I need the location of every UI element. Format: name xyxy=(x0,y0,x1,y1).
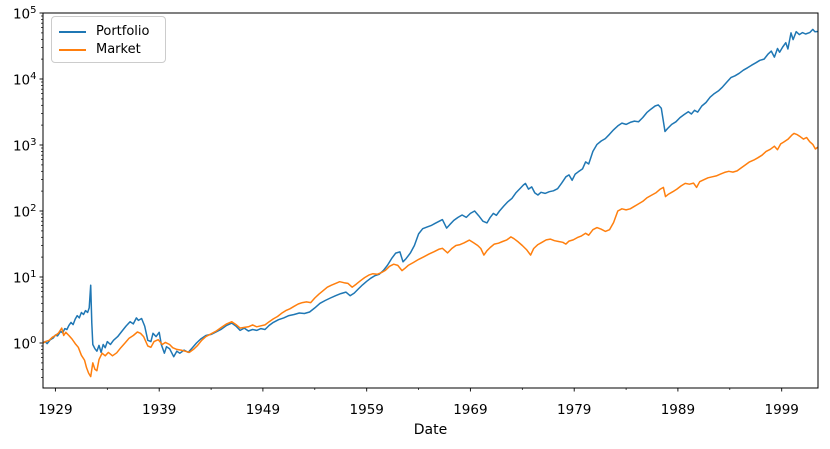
portfolio-line xyxy=(42,28,819,358)
legend: Portfolio Market xyxy=(51,16,166,63)
x-tick-label: 1929 xyxy=(38,402,72,418)
x-tick-label: 1959 xyxy=(350,402,384,418)
legend-entry-market: Market xyxy=(59,41,165,59)
legend-entry-portfolio: Portfolio xyxy=(59,23,165,41)
x-axis-title: Date xyxy=(413,422,448,438)
x-tick-label: 1939 xyxy=(142,402,176,418)
y-tick-label: 101 xyxy=(13,269,37,287)
x-tick-label: 1979 xyxy=(557,402,591,418)
market-line xyxy=(42,132,819,378)
legend-label-portfolio: Portfolio xyxy=(96,24,150,39)
legend-label-market: Market xyxy=(96,42,141,57)
y-tick-label: 102 xyxy=(13,203,37,221)
x-tick-label: 1949 xyxy=(246,402,280,418)
y-tick-label: 103 xyxy=(13,137,37,155)
y-tick-label: 104 xyxy=(13,71,37,89)
y-tick-label: 100 xyxy=(13,335,37,353)
plot-frame xyxy=(42,12,819,389)
market-line-swatch xyxy=(59,49,86,51)
x-tick-label: 1969 xyxy=(453,402,487,418)
x-tick-label: 1989 xyxy=(661,402,695,418)
y-tick-label: 105 xyxy=(13,5,37,23)
portfolio-line-swatch xyxy=(59,31,86,33)
x-tick-label: 1999 xyxy=(765,402,799,418)
